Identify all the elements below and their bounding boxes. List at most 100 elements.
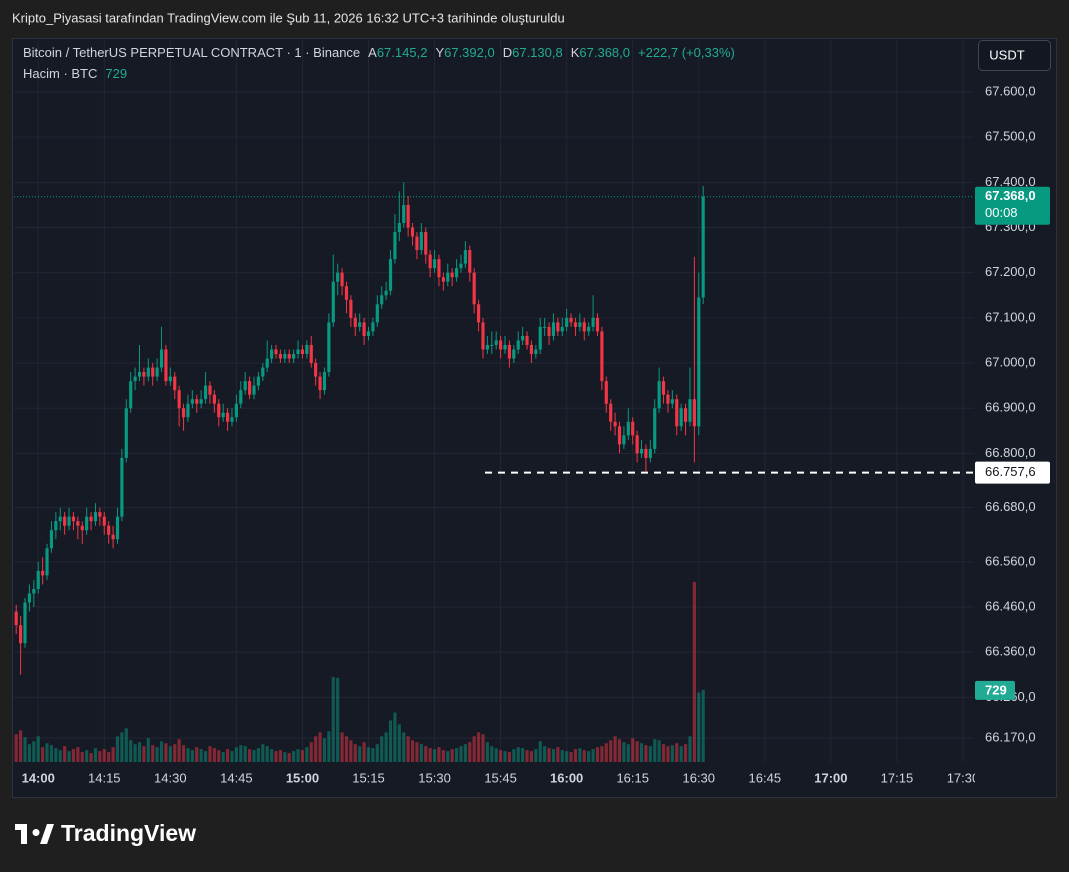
volume-bar: [274, 751, 278, 762]
volume-bar: [221, 752, 225, 762]
candle-body: [234, 403, 238, 418]
candle-body: [534, 349, 538, 355]
candle-body: [688, 399, 692, 422]
volume-bar: [613, 736, 617, 762]
volume-bar: [102, 749, 106, 762]
candle-body: [129, 381, 133, 409]
volume-bar: [358, 746, 362, 762]
candle-body: [98, 512, 102, 517]
candle-body: [477, 304, 481, 323]
candle-body: [67, 516, 71, 526]
candle-body: [287, 354, 291, 359]
volume-bar: [490, 746, 494, 762]
volume-bar: [560, 750, 564, 762]
volume-bar: [49, 745, 54, 762]
candle-body: [617, 426, 622, 445]
candle-body: [49, 530, 54, 549]
volume-bar: [679, 746, 683, 762]
legend-ohlc-label: A: [368, 45, 377, 60]
volume-bar: [137, 742, 142, 762]
candle-body: [503, 344, 507, 350]
volume-bar: [314, 736, 318, 762]
volume-bar: [578, 748, 582, 762]
volume-bar: [569, 752, 573, 762]
volume-bar: [349, 740, 353, 762]
candle-body: [208, 385, 212, 395]
volume-bar: [248, 749, 252, 762]
candle-body: [344, 286, 349, 300]
y-tick-label: 67.000,0: [985, 354, 1036, 369]
legend-volume-line: Hacim · BTC 729: [23, 66, 127, 81]
volume-bar: [124, 728, 128, 762]
legend-ohlc-value: 67.392,0: [444, 45, 495, 60]
candle-body: [58, 516, 62, 522]
volume-bar: [622, 742, 626, 762]
volume-bar: [688, 736, 692, 762]
legend-line: Bitcoin / TetherUS PERPETUAL CONTRACT · …: [23, 45, 735, 60]
volume-bar: [534, 749, 538, 762]
footer-logo: TradingView: [15, 820, 196, 846]
volume-bar: [587, 751, 591, 762]
volume-bar: [481, 734, 485, 762]
candle-body: [666, 394, 670, 404]
volume-bar: [203, 751, 208, 762]
volume-bar: [45, 743, 49, 762]
volume-bar: [631, 738, 635, 762]
candle-body: [604, 381, 608, 404]
candle-body: [168, 376, 172, 382]
candle-body: [609, 403, 613, 422]
legend-ohlc-label: K: [571, 45, 580, 60]
candle-body: [565, 317, 569, 327]
x-tick-label: 16:45: [749, 770, 782, 785]
x-tick-label: 16:30: [682, 770, 715, 785]
countdown: 00:08: [985, 205, 1018, 220]
volume-bar: [67, 751, 71, 762]
currency-button[interactable]: USDT: [978, 40, 1051, 71]
volume-bar: [446, 751, 450, 762]
x-tick-label: 17:15: [881, 770, 914, 785]
candle-body: [543, 326, 547, 328]
candle-body: [256, 376, 260, 386]
x-tick-label: 14:00: [22, 770, 55, 785]
candle-body: [556, 322, 560, 332]
volume-bar: [410, 740, 415, 762]
volume-bar: [58, 750, 62, 762]
volume-bar: [327, 731, 331, 762]
volume-bar: [516, 747, 520, 762]
button-label[interactable]: USDT: [989, 47, 1024, 62]
legend-symbol: Bitcoin / TetherUS PERPETUAL CONTRACT · …: [23, 45, 360, 60]
x-tick-label: 15:45: [484, 770, 517, 785]
volume-bar: [644, 745, 648, 762]
y-tick-label: 66.360,0: [985, 644, 1036, 659]
volume-bar: [639, 743, 644, 762]
x-tick-label: 15:00: [286, 770, 319, 785]
volume-bar: [353, 744, 357, 762]
candle-body: [653, 408, 657, 449]
x-tick-label: 16:00: [550, 770, 583, 785]
candle-body: [300, 349, 305, 355]
candle-body: [212, 394, 216, 404]
candle-body: [635, 435, 639, 454]
volume-bar: [600, 746, 604, 762]
header-text: Kripto_Piyasasi tarafından TradingView.c…: [12, 10, 565, 25]
candle-body: [173, 376, 177, 391]
legend-ohlc-label: Y: [435, 45, 444, 60]
candle-body: [481, 322, 485, 350]
candle-body: [296, 349, 300, 355]
volume-bar: [670, 745, 674, 762]
volume-bar: [230, 751, 234, 762]
candle-body: [648, 448, 652, 458]
volume-bar: [441, 750, 445, 762]
candle-body: [639, 448, 644, 454]
candle-body: [71, 516, 76, 522]
candle-body: [441, 277, 445, 282]
candle-body: [80, 525, 84, 531]
candle-body: [516, 340, 520, 350]
candle-body: [199, 399, 203, 404]
volume-bar: [459, 746, 463, 762]
button-frame[interactable]: [978, 40, 1051, 71]
candle-body: [521, 335, 525, 341]
candle-body: [450, 272, 454, 278]
candle-body: [679, 408, 683, 427]
volume-bar: [107, 752, 111, 762]
